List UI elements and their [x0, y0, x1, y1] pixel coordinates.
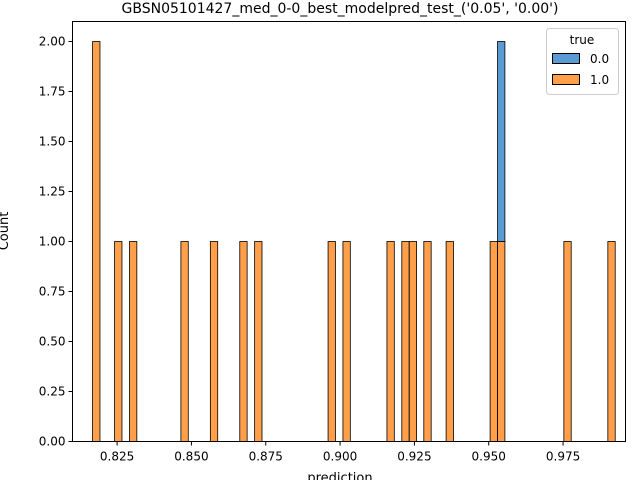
x-tick-label: 0.975	[546, 450, 580, 464]
bar-1_0-11	[408, 241, 418, 442]
plot-frame	[72, 21, 626, 442]
bar-1_0-3	[180, 241, 189, 442]
bar-1_0-5	[239, 241, 248, 442]
bar-1_0-12	[423, 241, 432, 442]
y-tick-label: 0.75	[39, 285, 66, 299]
x-tick-label: 0.950	[472, 450, 506, 464]
x-tick-label: 0.875	[249, 450, 283, 464]
bar-1_0-7	[327, 241, 336, 442]
legend-swatch-1	[552, 74, 580, 85]
y-tick-label: 0.50	[39, 335, 66, 349]
legend-label-1: 1.0	[590, 73, 609, 87]
bar-1_0-1	[114, 241, 123, 442]
bar-1_0-2	[129, 241, 138, 442]
bar-1_0-13	[445, 241, 454, 442]
bar-1_0-17	[607, 241, 616, 442]
y-tick-label: 0.00	[39, 435, 66, 449]
x-tick-label: 0.825	[100, 450, 134, 464]
y-tick-label: 1.50	[39, 135, 66, 149]
y-tick-label: 1.75	[39, 85, 66, 99]
bar-1_0-16	[563, 241, 572, 442]
bar-1_0-9	[386, 241, 395, 442]
bar-1_0-4	[209, 241, 219, 442]
bar-1_0-14	[489, 241, 498, 442]
x-axis-ticks: 0.825 0.850 0.875 0.900 0.925 0.950 0.975	[100, 441, 580, 464]
y-axis-ticks: 0.00 0.25 0.50 0.75 1.00 1.25 1.50 1.75 2.00	[39, 35, 73, 449]
bars-layer	[92, 41, 616, 442]
x-axis-label: prediction	[307, 471, 372, 480]
y-axis-label: Count	[0, 212, 12, 251]
y-tick-label: 1.25	[39, 185, 66, 199]
x-tick-label: 0.900	[323, 450, 357, 464]
bar-1_0-6	[254, 241, 263, 442]
x-tick-label: 0.925	[397, 450, 431, 464]
bar-1_0-15	[497, 241, 506, 442]
legend-title: true	[570, 33, 595, 47]
x-tick-label: 0.850	[174, 450, 208, 464]
bar-1_0-0	[92, 41, 101, 442]
y-tick-label: 1.00	[39, 235, 66, 249]
legend: true 0.0 1.0	[546, 28, 619, 95]
legend-label-0: 0.0	[590, 52, 609, 66]
legend-swatch-0	[552, 53, 580, 64]
y-tick-label: 2.00	[39, 35, 66, 49]
bar-1_0-10	[401, 241, 410, 442]
y-tick-label: 0.25	[39, 385, 66, 399]
bar-0_0-0	[497, 41, 506, 242]
bar-1_0-8	[342, 241, 351, 442]
chart-title: GBSN05101427_med_0-0_best_modelpred_test…	[122, 1, 559, 17]
